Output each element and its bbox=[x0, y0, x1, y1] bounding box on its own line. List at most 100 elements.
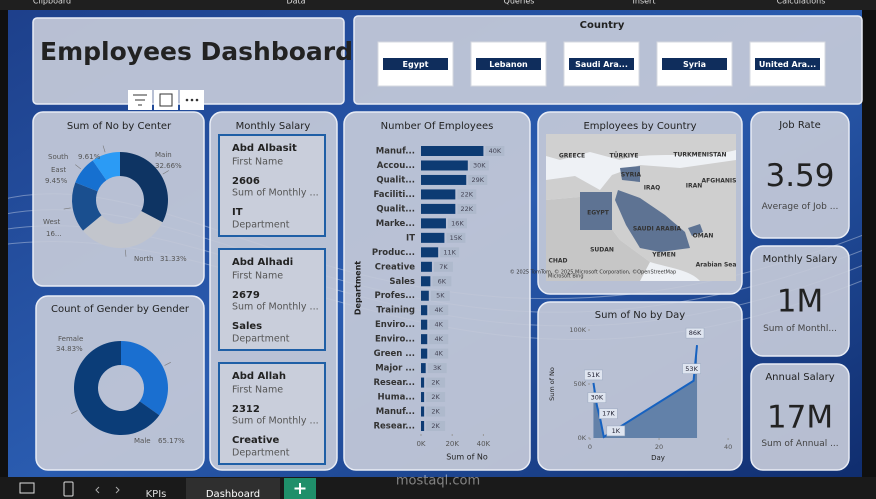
map-attribution: © 2025 TomTom, © 2025 Microsoft Corporat… bbox=[510, 269, 676, 276]
add-icon bbox=[294, 483, 306, 494]
y-tick-label: Green ... bbox=[374, 349, 415, 359]
map-label: OMAN bbox=[693, 233, 714, 240]
map-land bbox=[546, 134, 736, 160]
bar bbox=[421, 377, 425, 388]
slicer-title: Country bbox=[580, 20, 625, 31]
leader-line bbox=[164, 362, 171, 366]
data-label: 5K bbox=[436, 292, 445, 300]
map-label: EGYPT bbox=[587, 210, 610, 217]
slice-label: Female bbox=[58, 335, 83, 343]
data-label: 40K bbox=[489, 147, 502, 155]
y-tick-label: Qualit... bbox=[376, 175, 415, 185]
slicer-item-label: Saudi Ara... bbox=[575, 60, 628, 69]
y-axis-title: Sum of No bbox=[548, 367, 556, 401]
slicer-chip bbox=[755, 58, 820, 70]
map-label: TÜRKIYE bbox=[610, 153, 639, 160]
page-tab[interactable]: KPIs bbox=[146, 489, 167, 499]
data-label: 16K bbox=[451, 219, 464, 227]
data-label-box bbox=[599, 408, 618, 419]
bar bbox=[421, 189, 456, 200]
y-tick-label: 0K bbox=[578, 434, 587, 442]
x-tick-label: 20 bbox=[655, 443, 663, 451]
bar bbox=[421, 146, 484, 156]
map-label: Arabian Sea bbox=[696, 262, 737, 269]
slice-value-label: 32.66% bbox=[155, 162, 182, 170]
focus-button[interactable] bbox=[154, 90, 178, 110]
slice-value-label: 16... bbox=[46, 230, 62, 238]
donut-slice bbox=[74, 341, 160, 435]
data-label-box bbox=[429, 348, 449, 359]
data-label: 15K bbox=[450, 234, 463, 242]
active-tab[interactable] bbox=[186, 478, 280, 499]
map-label: CHAD bbox=[548, 258, 567, 265]
data-label-box bbox=[468, 174, 488, 185]
kpi-label: Sum of Monthl... bbox=[763, 324, 837, 334]
bar bbox=[421, 218, 446, 229]
y-tick-label: Profes... bbox=[375, 291, 415, 301]
data-label-box bbox=[447, 218, 467, 229]
department-value: Sales bbox=[232, 321, 262, 332]
ribbon-label: Data bbox=[286, 0, 305, 6]
panel-title: Employees by Country bbox=[583, 121, 696, 132]
donut-slice bbox=[120, 152, 169, 223]
ribbon-label: Calculations bbox=[777, 0, 826, 6]
page-tab[interactable]: Dashboard bbox=[206, 489, 260, 499]
chart-title: Sum of No by Day bbox=[595, 310, 685, 321]
map-country bbox=[615, 190, 690, 252]
bar bbox=[421, 392, 425, 403]
data-label-box bbox=[427, 363, 447, 374]
slicer-item-label: Syria bbox=[683, 60, 706, 69]
y-tick-label: Produc... bbox=[372, 248, 415, 258]
mobile-view-button[interactable] bbox=[63, 481, 74, 497]
kpi-title: Job Rate bbox=[778, 120, 821, 131]
data-label: 17K bbox=[602, 410, 615, 418]
slicer-chip bbox=[569, 58, 634, 70]
kpi-label: Sum of Annual ... bbox=[761, 439, 838, 449]
y-tick-label: Creative bbox=[375, 262, 415, 272]
bar bbox=[421, 406, 425, 417]
map-brand: Microsoft Bing bbox=[548, 274, 584, 280]
data-label: 30K bbox=[473, 161, 486, 169]
x-tick-label: 40 bbox=[724, 443, 732, 451]
leader-line bbox=[162, 170, 169, 175]
employee-name: Abd Alhadi bbox=[232, 257, 293, 268]
y-tick-label: 100K bbox=[569, 326, 586, 334]
y-tick-label: Faciliti... bbox=[374, 190, 416, 200]
donut-slice bbox=[71, 182, 102, 231]
data-label-box bbox=[446, 232, 466, 243]
data-label-box bbox=[682, 363, 701, 375]
y-tick-label: Qualit... bbox=[376, 204, 415, 214]
y-tick-label: Manuf... bbox=[376, 147, 415, 157]
donut-slice bbox=[83, 211, 163, 249]
chart-title: Number Of Employees bbox=[381, 121, 494, 132]
data-label: 2K bbox=[431, 393, 440, 401]
salary-value: 2679 bbox=[232, 290, 260, 301]
more-icon bbox=[185, 98, 199, 102]
desktop-view-button[interactable] bbox=[19, 482, 35, 494]
slice-value-label: 9.61% bbox=[78, 153, 101, 161]
slice-value-label: 31.33% bbox=[160, 255, 187, 263]
kpi-title: Annual Salary bbox=[765, 372, 834, 383]
bar bbox=[421, 319, 428, 330]
leader-line bbox=[71, 410, 78, 414]
y-tick-label: Sales bbox=[389, 277, 415, 287]
donut-panel bbox=[32, 111, 205, 287]
kpi-value: 17M bbox=[767, 400, 833, 436]
data-label-box bbox=[433, 261, 453, 272]
salary-card bbox=[218, 134, 326, 237]
data-label-box bbox=[485, 146, 505, 156]
data-label-box bbox=[469, 160, 489, 171]
x-tick-label: 0K bbox=[416, 440, 425, 448]
map-label: IRAN bbox=[686, 183, 703, 190]
slicer-chip bbox=[662, 58, 727, 70]
slice-value-label: 34.83% bbox=[56, 345, 83, 353]
ribbon-label: Queries bbox=[504, 0, 535, 6]
bar bbox=[421, 174, 467, 185]
map-land bbox=[546, 196, 650, 281]
field-label: Sum of Monthly ... bbox=[232, 188, 319, 199]
bar bbox=[421, 348, 428, 359]
x-axis-title: Sum of No bbox=[446, 453, 488, 462]
map-label: AFGHANIS bbox=[702, 178, 737, 185]
page-nav[interactable] bbox=[95, 486, 120, 494]
